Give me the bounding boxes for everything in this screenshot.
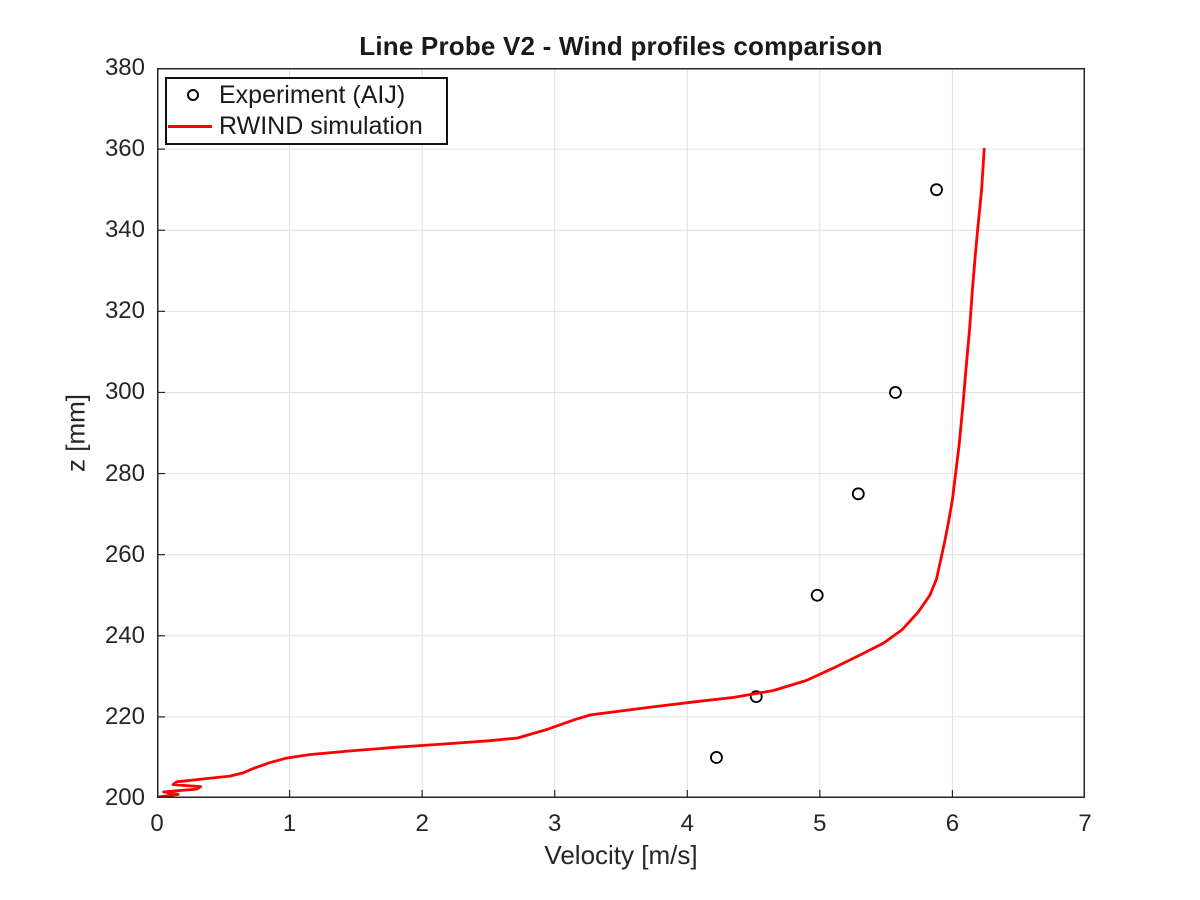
y-tick-label: 220 (104, 702, 145, 730)
legend-label-simulation: RWIND simulation (219, 112, 423, 141)
x-tick-label: 7 (1078, 810, 1092, 837)
x-tick-label: 6 (945, 810, 960, 837)
chart-title: Line Probe V2 - Wind profiles comparison (359, 31, 883, 61)
legend-marker-cell (167, 89, 219, 102)
experiment-point (889, 386, 902, 399)
y-tick-label: 340 (104, 216, 145, 244)
y-tick-label: 200 (104, 784, 145, 811)
experiment-point (851, 487, 865, 501)
y-tick-label: 320 (104, 297, 145, 325)
y-tick-label: 380 (104, 54, 145, 81)
x-tick-label: 4 (680, 810, 694, 837)
legend-marker-cell (167, 125, 219, 129)
x-tick-label: 1 (282, 810, 297, 837)
y-tick-label: 360 (104, 135, 145, 163)
plot-canvas (156, 67, 1086, 799)
experiment-point (749, 690, 763, 704)
experiment-point (930, 183, 943, 197)
experiment-point (810, 588, 824, 602)
y-tick-label: 260 (104, 540, 145, 568)
legend-label-experiment: Experiment (AIJ) (219, 80, 406, 109)
x-tick-label: 2 (415, 810, 429, 837)
y-tick-label: 240 (104, 621, 145, 649)
legend: Experiment (AIJ) RWIND simulation (165, 77, 448, 145)
experiment-circle-marker-icon (187, 89, 199, 102)
axes-box (157, 68, 1085, 798)
x-tick-label: 5 (813, 810, 827, 837)
experiment-point (710, 751, 723, 764)
x-tick-label: 0 (150, 810, 164, 837)
legend-entry-experiment: Experiment (AIJ) (167, 80, 446, 111)
x-tick-label: 3 (548, 810, 562, 837)
simulation-line (158, 147, 986, 799)
y-tick-label: 280 (104, 459, 145, 487)
plot-area (156, 67, 1086, 799)
legend-entry-simulation: RWIND simulation (167, 111, 446, 142)
y-tick-label: 300 (104, 378, 145, 406)
simulation-line-marker-icon (168, 125, 212, 129)
x-axis-label: Velocity [m/s] (544, 840, 698, 870)
